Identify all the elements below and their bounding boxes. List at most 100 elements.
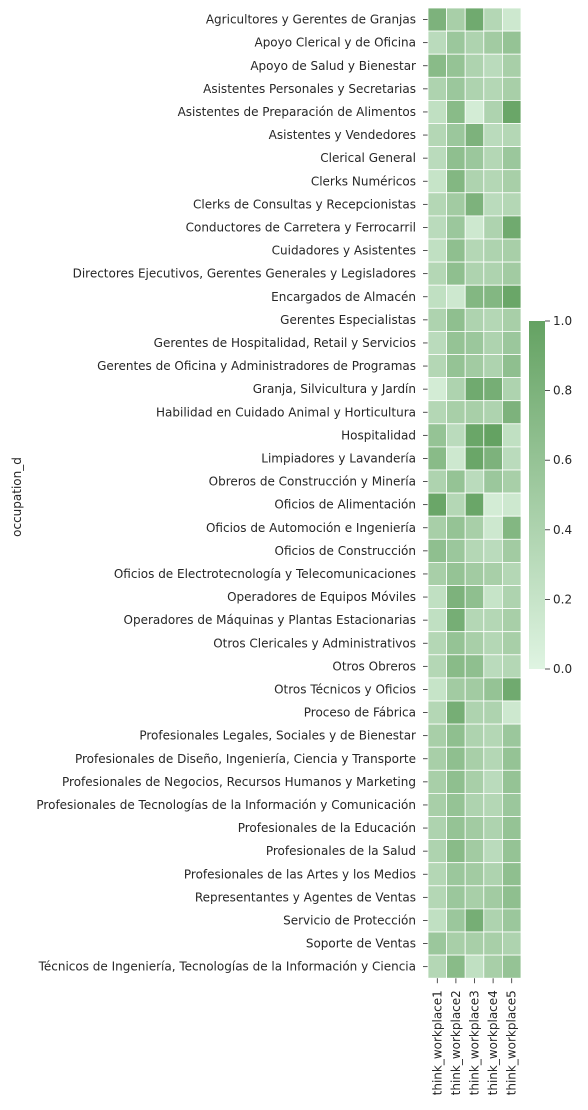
row-label: Clerks de Consultas y Recepcionistas bbox=[193, 197, 416, 211]
heatmap-cell bbox=[446, 746, 466, 771]
row-label: Oficios de Construcción bbox=[275, 544, 416, 558]
heatmap-cell bbox=[446, 908, 466, 933]
colorbar-tick-label: 0.4 bbox=[553, 523, 572, 537]
heatmap-cell bbox=[446, 700, 466, 725]
heatmap-cell bbox=[483, 515, 503, 540]
row-label: Profesionales de Diseño, Ingeniería, Cie… bbox=[75, 752, 416, 766]
heatmap-cell bbox=[501, 7, 522, 32]
heatmap-cell bbox=[446, 377, 466, 402]
column-label: think_workplace3 bbox=[468, 990, 482, 1095]
row-label: Otros Clericales y Administrativos bbox=[213, 636, 416, 650]
row-label: Gerentes de Hospitalidad, Retail y Servi… bbox=[154, 336, 416, 350]
heatmap-cell bbox=[464, 123, 485, 148]
heatmap-cell bbox=[501, 746, 522, 771]
heatmap-cell bbox=[464, 585, 485, 610]
heatmap-cell bbox=[483, 100, 503, 124]
heatmap-cell bbox=[483, 307, 503, 332]
heatmap-cell bbox=[483, 816, 503, 841]
heatmap-cell bbox=[483, 723, 503, 748]
row-label: Agricultores y Gerentes de Granjas bbox=[206, 13, 416, 27]
heatmap-cell bbox=[464, 700, 485, 725]
heatmap-cell bbox=[427, 123, 448, 148]
heatmap-cell bbox=[427, 723, 448, 748]
heatmap-cell bbox=[464, 146, 485, 171]
heatmap-cell bbox=[464, 354, 485, 379]
heatmap-cell bbox=[427, 53, 448, 78]
heatmap-cell bbox=[446, 146, 466, 171]
heatmap-cell bbox=[501, 446, 522, 471]
heatmap-cell bbox=[427, 192, 448, 217]
heatmap-cell bbox=[427, 816, 448, 841]
heatmap-cells bbox=[427, 7, 522, 979]
colorbar-tick-label: 0.8 bbox=[553, 384, 572, 398]
heatmap-cell bbox=[483, 354, 503, 379]
row-label: Otros Técnicos y Oficios bbox=[274, 682, 416, 696]
colorbar-gradient bbox=[529, 321, 545, 669]
heatmap-cell bbox=[483, 53, 503, 78]
heatmap-cell bbox=[483, 538, 503, 563]
row-label: Otros Obreros bbox=[332, 659, 416, 673]
heatmap-cell bbox=[501, 400, 522, 425]
heatmap-cell bbox=[483, 238, 503, 263]
heatmap-cell bbox=[501, 377, 522, 402]
heatmap-cell bbox=[501, 423, 522, 448]
heatmap-cell bbox=[483, 654, 503, 679]
heatmap-cell bbox=[427, 261, 448, 286]
heatmap-cell bbox=[501, 354, 522, 379]
heatmap-cell bbox=[483, 76, 503, 101]
row-label: Asistentes y Vendedores bbox=[269, 128, 416, 142]
heatmap-cell bbox=[446, 30, 466, 55]
heatmap-cell bbox=[464, 30, 485, 55]
heatmap-cell bbox=[483, 769, 503, 794]
heatmap-cell bbox=[427, 608, 448, 633]
heatmap-cell bbox=[483, 885, 503, 910]
heatmap-cell bbox=[464, 284, 485, 309]
heatmap-cell bbox=[446, 238, 466, 263]
heatmap-cell bbox=[446, 169, 466, 194]
heatmap-cell bbox=[483, 677, 503, 702]
heatmap-cell bbox=[501, 469, 522, 494]
row-label: Soporte de Ventas bbox=[306, 937, 416, 951]
heatmap-cell bbox=[464, 816, 485, 841]
heatmap-cell bbox=[427, 330, 448, 355]
column-labels: think_workplace1 think_workplace2 think_wo… bbox=[430, 978, 519, 1095]
heatmap-cell bbox=[464, 7, 485, 32]
heatmap-cell bbox=[501, 192, 522, 217]
heatmap-cell bbox=[446, 192, 466, 217]
row-label: Asistentes de Preparación de Alimentos bbox=[178, 105, 416, 119]
colorbar-tick-label: 1.0 bbox=[553, 314, 572, 328]
heatmap-cell bbox=[427, 515, 448, 540]
heatmap-cell bbox=[446, 677, 466, 702]
heatmap-cell bbox=[446, 215, 466, 240]
heatmap-cell bbox=[501, 769, 522, 794]
heatmap-cell bbox=[464, 608, 485, 633]
heatmap-cell bbox=[483, 954, 503, 979]
heatmap-cell bbox=[483, 585, 503, 610]
heatmap-cell bbox=[427, 76, 448, 101]
heatmap-cell bbox=[501, 146, 522, 171]
row-label: Profesionales de la Salud bbox=[266, 844, 416, 858]
row-label: Asistentes Personales y Secretarias bbox=[203, 82, 416, 96]
row-label: Oficios de Alimentación bbox=[274, 498, 416, 512]
heatmap-cell bbox=[464, 862, 485, 887]
heatmap-cell bbox=[446, 400, 466, 425]
heatmap-cell bbox=[446, 562, 466, 586]
heatmap-cell bbox=[464, 492, 485, 517]
heatmap-cell bbox=[427, 746, 448, 771]
row-label: Encargados de Almacén bbox=[271, 290, 416, 304]
heatmap-cell bbox=[464, 538, 485, 563]
heatmap-cell bbox=[501, 839, 522, 864]
heatmap-cell bbox=[446, 585, 466, 610]
heatmap-cell bbox=[501, 585, 522, 610]
heatmap-cell bbox=[427, 215, 448, 240]
heatmap-cell bbox=[483, 562, 503, 586]
row-label: Profesionales de Tecnologías de la Infor… bbox=[36, 798, 416, 812]
heatmap-cell bbox=[464, 885, 485, 910]
heatmap-cell bbox=[464, 469, 485, 494]
heatmap-cell bbox=[464, 76, 485, 101]
heatmap-cell bbox=[427, 885, 448, 910]
heatmap-cell bbox=[427, 954, 448, 979]
heatmap-cell bbox=[501, 100, 522, 124]
row-label: Gerentes Especialistas bbox=[280, 313, 416, 327]
heatmap-cell bbox=[483, 146, 503, 171]
